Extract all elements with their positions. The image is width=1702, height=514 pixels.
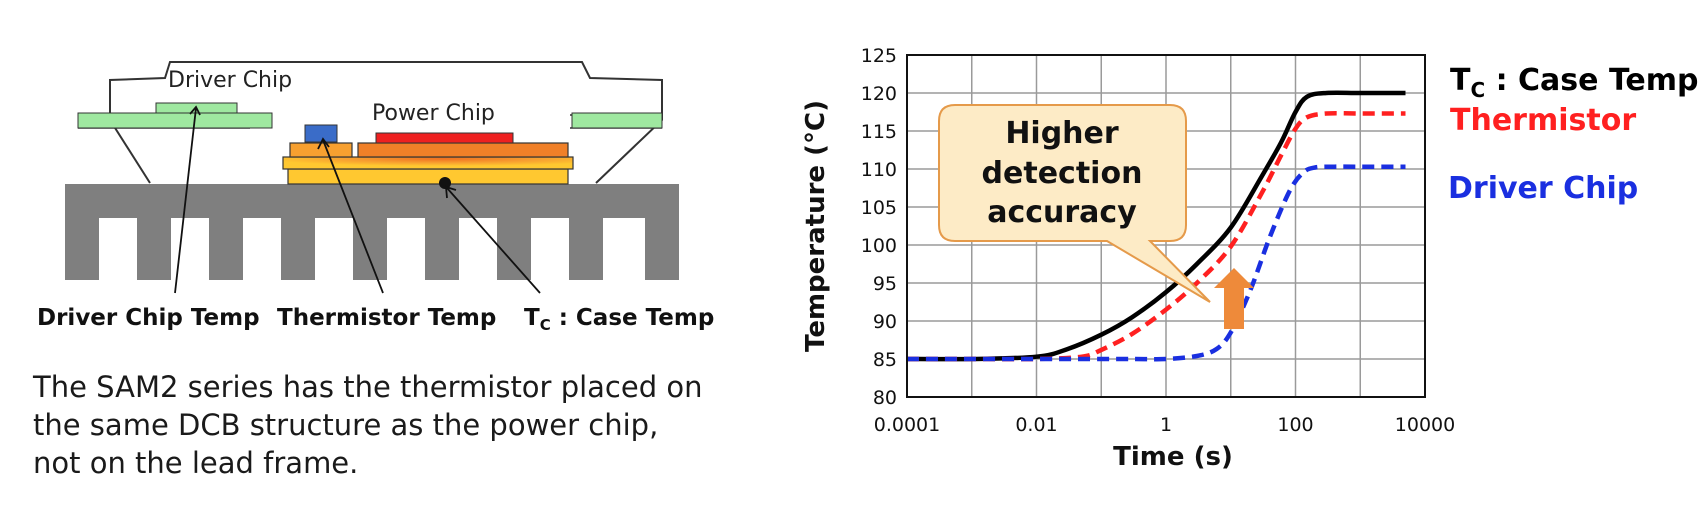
description-line-1: The SAM2 series has the thermistor place… <box>33 370 703 404</box>
y-tick-label: 85 <box>873 349 897 371</box>
x-tick-label: 100 <box>1277 414 1313 436</box>
y-tick-label: 105 <box>861 197 897 219</box>
package-outline <box>109 61 663 184</box>
chart-y-axis-label: Temperature (°C) <box>801 100 831 352</box>
case-temp-point <box>439 177 451 189</box>
case-temp-label: TC : Case Temp <box>524 305 714 334</box>
legend-case-temp-main: T <box>1450 63 1471 98</box>
x-tick-label: 0.01 <box>1015 414 1057 436</box>
callout-bubble <box>938 104 1211 303</box>
callout-line-3: accuracy <box>987 195 1137 230</box>
heat-sink <box>65 184 679 280</box>
legend-case-temp: TC : Case Temp <box>1450 63 1699 102</box>
improvement-up-arrow <box>1214 268 1254 329</box>
pointer-case-temp <box>446 187 541 294</box>
chart-series <box>906 90 1406 362</box>
dcb-base-layer <box>287 168 569 185</box>
x-tick-label: 1 <box>1160 414 1172 436</box>
driver-chip-temp-label: Driver Chip Temp <box>37 305 260 331</box>
series-line-driver-chip <box>907 164 1406 362</box>
legend-case-temp-rest: : Case Temp <box>1485 63 1698 98</box>
y-tick-label: 90 <box>873 311 897 333</box>
power-chip-label: Power Chip <box>372 101 495 126</box>
y-tick-label: 115 <box>861 121 897 143</box>
description-text: The SAM2 series has the thermistor place… <box>33 368 753 482</box>
x-tick-label: 10000 <box>1395 414 1455 436</box>
y-tick-label: 80 <box>873 387 897 409</box>
lead-frame-right <box>571 112 663 129</box>
callout-line-2: detection <box>982 156 1143 191</box>
y-tick-label: 110 <box>861 159 897 181</box>
driver-chip-label: Driver Chip <box>168 68 292 93</box>
pointer-case-temp-head <box>444 185 457 199</box>
legend-thermistor: Thermistor <box>1450 103 1636 138</box>
case-temp-label-main: T <box>524 305 540 331</box>
pointer-driver-chip-head <box>189 105 201 116</box>
module-cross-section: Driver Chip Power Chip Driver Chip Temp … <box>37 61 714 334</box>
pointer-thermistor-head <box>317 137 330 150</box>
y-tick-label: 120 <box>861 83 897 105</box>
y-tick-label: 125 <box>861 45 897 67</box>
chart-y-tick-labels: 80 85 90 95 100 105 110 115 120 125 <box>861 45 897 409</box>
description-line-2: the same DCB structure as the power chip… <box>33 408 659 442</box>
chart-x-tick-labels: 0.0001 0.01 1 100 10000 <box>874 414 1455 436</box>
thermistor-temp-label: Thermistor Temp <box>277 305 496 331</box>
series-line-case-temp <box>906 90 1406 362</box>
lead-frame-left <box>77 112 273 129</box>
power-chip-block <box>375 132 514 144</box>
accuracy-callout: Higher detection accuracy <box>938 104 1211 303</box>
chart-plot-frame <box>906 54 1426 398</box>
y-tick-label: 100 <box>861 235 897 257</box>
legend-case-temp-sub: C <box>1470 78 1485 102</box>
pointer-thermistor <box>322 139 384 294</box>
callout-line-1: Higher <box>1005 116 1119 151</box>
case-temp-label-sub: C <box>540 316 551 334</box>
pointer-driver-chip <box>174 107 197 294</box>
legend-driver-chip: Driver Chip <box>1448 171 1638 206</box>
dcb-top-left-pad <box>289 142 353 158</box>
case-temp-label-rest: : Case Temp <box>551 305 715 331</box>
x-tick-label: 0.0001 <box>874 414 940 436</box>
y-tick-label: 95 <box>873 273 897 295</box>
dcb-middle-layer <box>282 156 574 170</box>
chart-x-axis-label: Time (s) <box>1113 442 1233 472</box>
thermistor-block <box>304 124 338 143</box>
dcb-top-right-pad <box>357 142 569 158</box>
chart: 80 85 90 95 100 105 110 115 120 125 0.0001 0.01 1 10… <box>801 45 1699 472</box>
description-line-3: not on the lead frame. <box>33 446 359 480</box>
